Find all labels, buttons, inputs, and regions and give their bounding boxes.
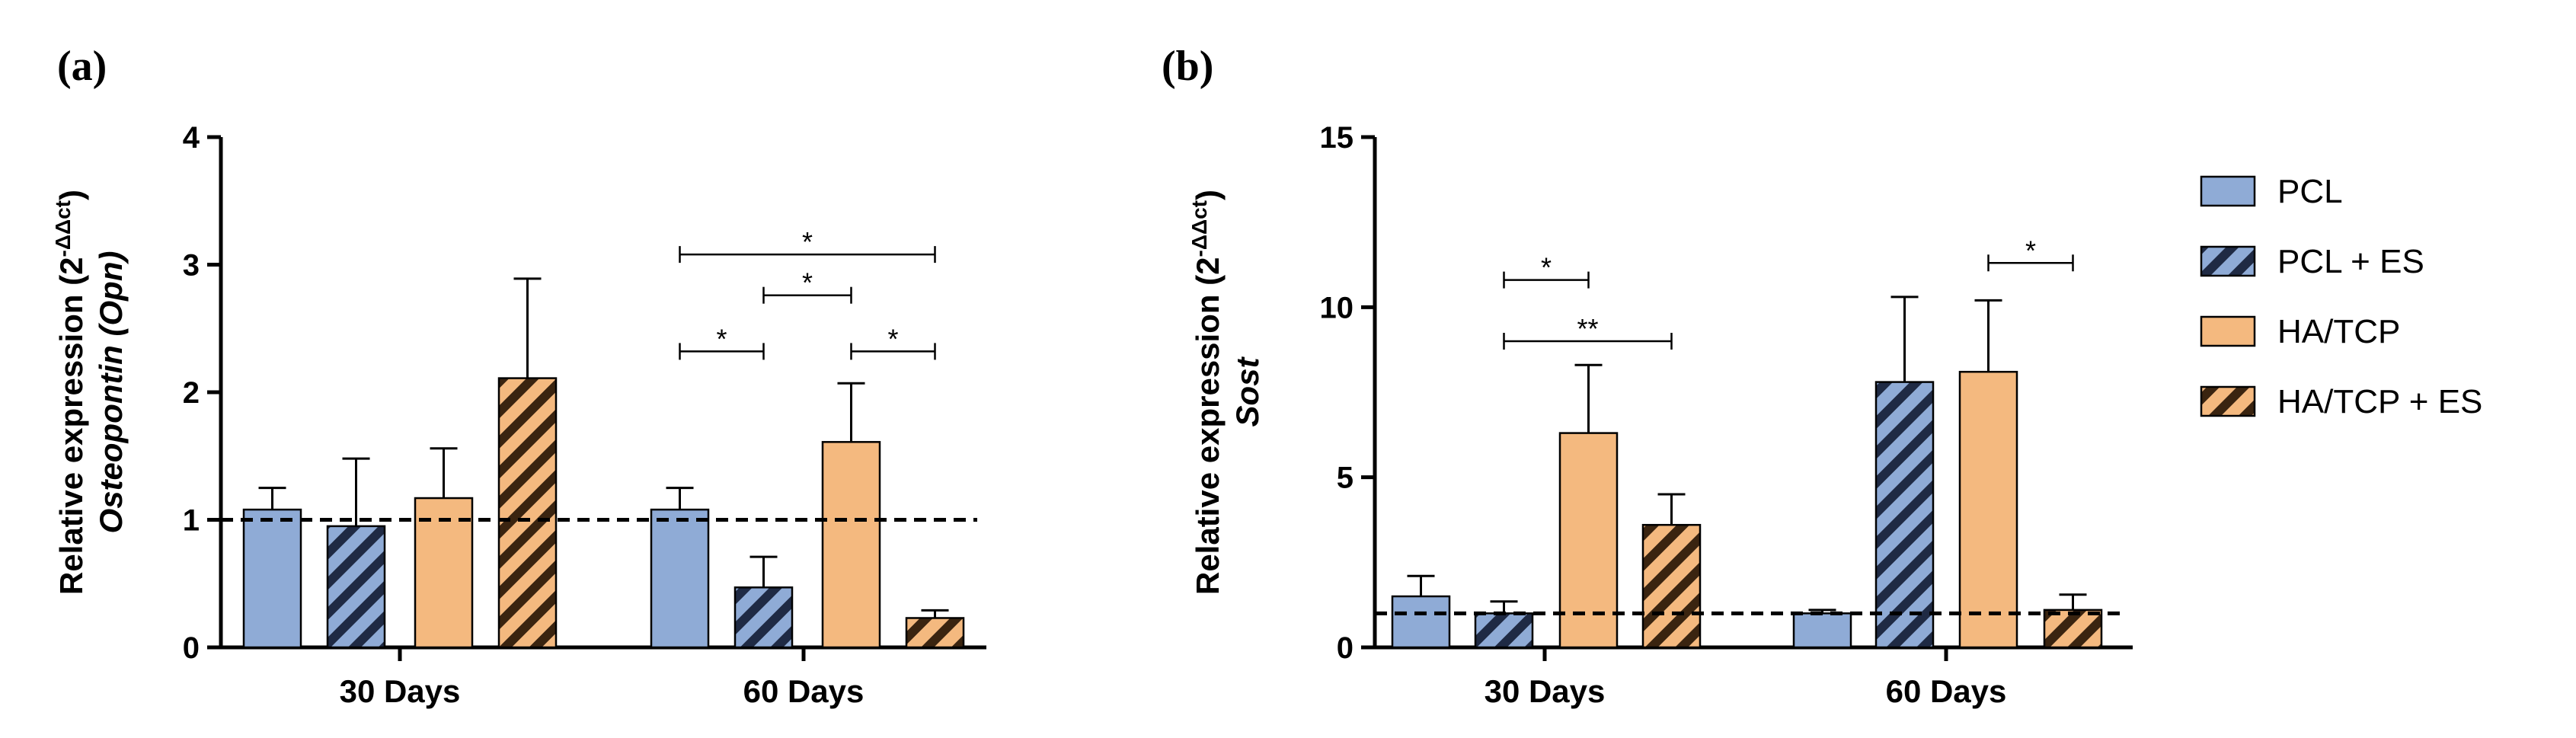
bar-ha-tcp-es-60-days xyxy=(905,617,965,649)
bar-pcl-es-30-days xyxy=(326,525,386,649)
significance-bracket: * xyxy=(850,323,936,360)
legend: PCL PCL + ES HA/TCP HA/TCP + ES xyxy=(2200,173,2482,420)
y-axis-label: Relative expression (2-ΔΔct) xyxy=(1187,190,1226,595)
bar-pcl-30-days xyxy=(1391,595,1451,649)
x-category-label: 60 Days xyxy=(743,673,865,709)
bar-pcl-30-days xyxy=(242,508,302,649)
significance-bracket: * xyxy=(679,226,936,264)
chart-panel-b: (b)Relative expression (2-ΔΔct)Sost05101… xyxy=(1162,43,2133,709)
y-axis-label-superscript: -ΔΔct xyxy=(1187,200,1211,257)
bar-ha-tcp-es-30-days xyxy=(1641,523,1702,649)
significance-bracket: * xyxy=(762,267,852,304)
bar-pcl-es-60-days xyxy=(733,586,794,649)
bar-ha-tcp-30-days xyxy=(1558,432,1619,649)
y-tick-label: 4 xyxy=(183,121,200,155)
legend-swatch xyxy=(2200,385,2256,417)
chart-panel-a: (a)Relative expression (2-ΔΔct)Osteopont… xyxy=(51,43,986,709)
bar-pcl-es-60-days xyxy=(1874,381,1935,649)
significance-bracket: * xyxy=(679,323,765,360)
significance-label: * xyxy=(1541,252,1552,283)
significance-bracket: * xyxy=(1987,235,2074,272)
significance-label: * xyxy=(802,226,813,257)
significance-bracket: ** xyxy=(1503,313,1673,350)
legend-entry: HA/TCP xyxy=(2200,313,2400,350)
significance-label: * xyxy=(887,323,898,354)
significance-bracket: * xyxy=(1503,252,1590,289)
legend-label: HA/TCP xyxy=(2277,313,2400,350)
y-axis-label-close: ) xyxy=(1190,190,1226,200)
y-tick-label: 5 xyxy=(1337,462,1354,495)
x-category-label: 30 Days xyxy=(1485,673,1606,709)
y-tick-label: 15 xyxy=(1320,121,1354,155)
y-axis-label-superscript: -ΔΔct xyxy=(51,200,75,257)
legend-entry: HA/TCP + ES xyxy=(2200,383,2482,420)
legend-swatch xyxy=(2200,175,2256,207)
y-axis-label-main: Relative expression (2 xyxy=(1190,257,1226,595)
y-axis-label-gene: Osteopontin (Opn) xyxy=(93,251,129,534)
panel-label: (b) xyxy=(1162,43,1213,90)
bar-pcl-60-days xyxy=(650,508,710,649)
panel-label: (a) xyxy=(57,43,107,90)
legend-label: PCL + ES xyxy=(2277,243,2424,280)
y-tick-label: 1 xyxy=(183,504,200,538)
x-category-label: 30 Days xyxy=(340,673,461,709)
y-tick-label: 0 xyxy=(1337,631,1354,665)
bar-pcl-es-30-days xyxy=(1474,612,1534,649)
y-tick-label: 10 xyxy=(1320,291,1354,324)
legend-swatch xyxy=(2200,245,2256,277)
significance-label: * xyxy=(716,323,727,354)
bar-ha-tcp-60-days xyxy=(1958,370,2018,649)
bar-pcl-60-days xyxy=(1792,612,1852,649)
y-tick-label: 0 xyxy=(183,631,200,665)
significance-label: * xyxy=(2025,235,2036,266)
legend-label: PCL xyxy=(2277,173,2343,210)
significance-label: ** xyxy=(1577,313,1598,344)
bar-ha-tcp-60-days xyxy=(821,441,881,649)
bar-ha-tcp-30-days xyxy=(414,497,474,649)
y-axis-label-main: Relative expression (2 xyxy=(53,257,89,595)
y-axis-label-gene: Sost xyxy=(1229,356,1265,427)
y-tick-label: 2 xyxy=(183,376,200,410)
significance-label: * xyxy=(802,267,813,299)
legend-label: HA/TCP + ES xyxy=(2277,383,2482,420)
y-axis-label: Relative expression (2-ΔΔct) xyxy=(51,190,89,595)
x-category-label: 60 Days xyxy=(1886,673,2007,709)
legend-entry: PCL xyxy=(2200,173,2343,210)
legend-swatch xyxy=(2200,315,2256,347)
legend-entry: PCL + ES xyxy=(2200,243,2424,280)
y-axis-label-close: ) xyxy=(53,190,89,200)
y-tick-label: 3 xyxy=(183,249,200,283)
bar-ha-tcp-es-60-days xyxy=(2043,609,2103,649)
bar-ha-tcp-es-30-days xyxy=(497,377,558,649)
